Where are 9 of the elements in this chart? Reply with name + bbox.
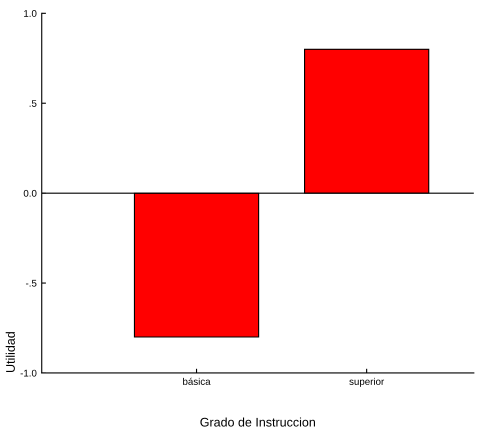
x-axis-title: Grado de Instruccion <box>200 417 315 427</box>
x-tick-label: superior <box>349 378 384 387</box>
y-tick-label: -.5 <box>26 280 36 287</box>
y-tick-label: -1.0 <box>20 370 36 377</box>
x-tick-label: básica <box>183 378 211 385</box>
y-axis-title: Utilidad <box>6 332 15 372</box>
y-tick-label: 1.0 <box>24 10 36 17</box>
y-tick-label: .5 <box>30 100 36 107</box>
y-tick-label: 0.0 <box>24 190 36 197</box>
